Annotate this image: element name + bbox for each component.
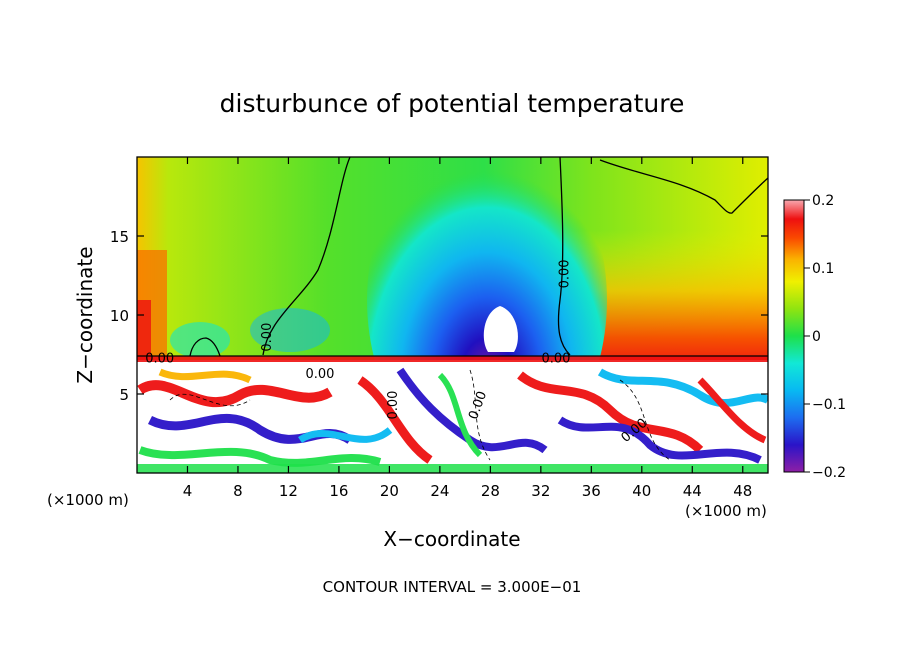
colorbar-tick-label: 0.2 [812, 193, 834, 209]
y-axis-label: Z−coordinate [73, 246, 97, 383]
colorbar-tick-label: −0.2 [812, 465, 846, 481]
x-axis-label: X−coordinate [383, 527, 520, 551]
x-tick-label: 44 [683, 482, 702, 500]
colorbar-tick-label: 0 [812, 329, 821, 345]
y-tick-label: 10 [110, 307, 129, 325]
x-tick-label: 20 [380, 482, 399, 500]
x-axis-ticks: 4 8 12 16 20 24 28 32 36 40 44 48 [183, 157, 752, 500]
x-tick-label: 24 [430, 482, 449, 500]
colorbar-ticks: 0.2 0.1 0 −0.1 −0.2 [804, 193, 846, 481]
y-tick-label: 5 [119, 386, 129, 404]
colorbar-tick-label: 0.1 [812, 261, 834, 277]
y-tick-label: 15 [110, 228, 129, 246]
x-tick-label: 16 [329, 482, 348, 500]
x-tick-label: 12 [279, 482, 298, 500]
contour-label: 0.00 [558, 259, 573, 288]
x-tick-label: 4 [183, 482, 193, 500]
contour-label: 0.00 [386, 391, 401, 420]
contour-interval-note: CONTOUR INTERVAL = 3.000E−01 [323, 578, 582, 596]
contour-label: 0.00 [260, 323, 275, 352]
colorbar-tick-label: −0.1 [812, 397, 846, 413]
contour-label: 0.00 [542, 351, 571, 366]
heatmap-field [137, 157, 768, 473]
chart-title: disturbunce of potential temperature [220, 89, 685, 118]
x-unit-left: (×1000 m) [47, 491, 129, 509]
x-tick-label: 8 [233, 482, 243, 500]
contour-label: 0.00 [145, 351, 174, 366]
x-tick-label: 28 [481, 482, 500, 500]
x-tick-label: 32 [531, 482, 550, 500]
y-axis-ticks: 5 10 15 [110, 228, 768, 404]
colorbar [783, 199, 805, 473]
contour-label: 0.00 [306, 367, 335, 382]
x-tick-label: 36 [582, 482, 601, 500]
x-tick-label: 48 [733, 482, 752, 500]
x-unit-right: (×1000 m) [685, 502, 767, 520]
x-tick-label: 40 [632, 482, 651, 500]
